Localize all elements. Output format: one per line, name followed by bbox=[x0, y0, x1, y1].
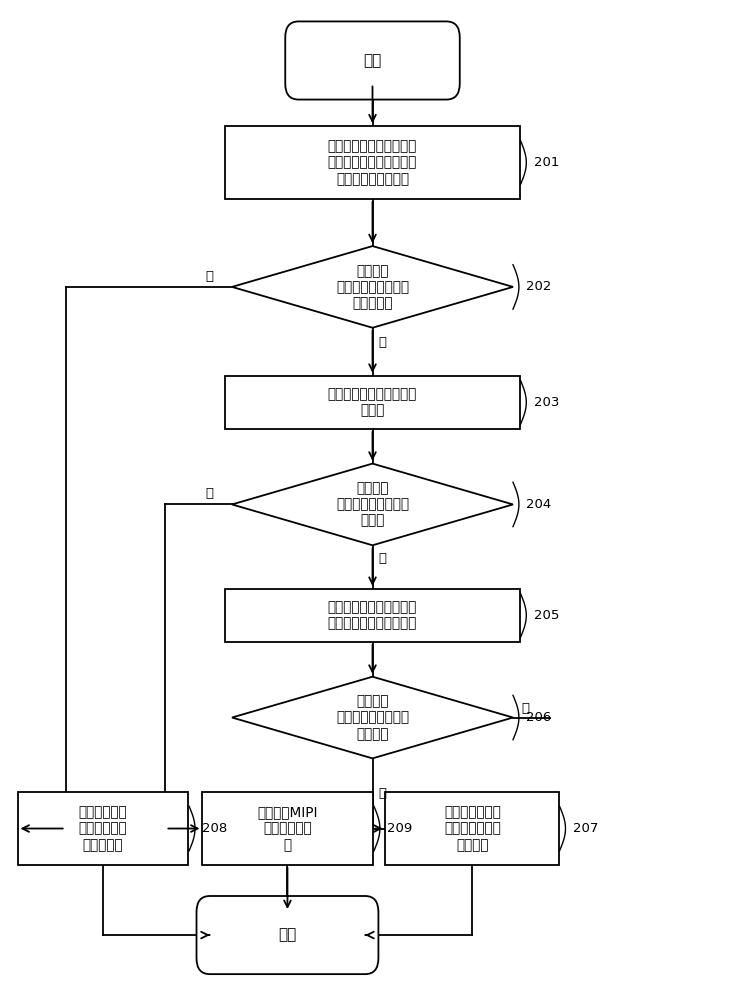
FancyBboxPatch shape bbox=[197, 896, 378, 974]
Text: 处理器判
断是否接收到摄像头
反馈的数据: 处理器判 断是否接收到摄像头 反馈的数据 bbox=[336, 264, 409, 310]
Polygon shape bbox=[232, 464, 513, 545]
Text: 201: 201 bbox=[533, 156, 559, 169]
Bar bbox=[224, 589, 521, 642]
Polygon shape bbox=[232, 246, 513, 328]
Text: 是: 是 bbox=[378, 787, 387, 800]
Text: 否: 否 bbox=[206, 487, 214, 500]
Text: 结束: 结束 bbox=[279, 928, 297, 943]
Text: 开始: 开始 bbox=[364, 53, 381, 68]
Text: 是: 是 bbox=[378, 336, 387, 349]
Text: 至少指示MIPI
信号线发生异
常: 至少指示MIPI 信号线发生异 常 bbox=[257, 805, 317, 852]
Text: 处理器根据接收的数据生
成图片: 处理器根据接收的数据生 成图片 bbox=[328, 387, 417, 417]
Text: 204: 204 bbox=[526, 498, 551, 511]
Text: 206: 206 bbox=[526, 711, 551, 724]
Text: 208: 208 bbox=[203, 822, 228, 835]
Text: 209: 209 bbox=[387, 822, 413, 835]
Text: 处理器判
断上述误差是否超出
预设范围: 处理器判 断上述误差是否超出 预设范围 bbox=[336, 694, 409, 741]
FancyBboxPatch shape bbox=[285, 21, 460, 100]
Bar bbox=[385, 792, 559, 865]
Text: 至少指示摄像
头的第二类硬
件电路异常: 至少指示摄像 头的第二类硬 件电路异常 bbox=[78, 805, 127, 852]
Text: 处理器至少指示
电路板处理电路
功能异常: 处理器至少指示 电路板处理电路 功能异常 bbox=[444, 805, 501, 852]
Text: 否: 否 bbox=[206, 270, 214, 283]
Text: 否: 否 bbox=[522, 702, 530, 715]
Polygon shape bbox=[232, 677, 513, 758]
Text: 电路板上的处理器向带有
彩条图发生器的摄像头发
送获取彩条图的指令: 电路板上的处理器向带有 彩条图发生器的摄像头发 送获取彩条图的指令 bbox=[328, 139, 417, 186]
Text: 是: 是 bbox=[378, 552, 387, 565]
Bar bbox=[203, 792, 372, 865]
Bar bbox=[18, 792, 188, 865]
Text: 205: 205 bbox=[533, 609, 559, 622]
Text: 202: 202 bbox=[526, 280, 552, 293]
Bar bbox=[224, 126, 521, 199]
Text: 处理器判
断生成的图片是否是
彩条图: 处理器判 断生成的图片是否是 彩条图 bbox=[336, 481, 409, 528]
Text: 处理器计算彩条图和预存
的标准彩条图之间的误差: 处理器计算彩条图和预存 的标准彩条图之间的误差 bbox=[328, 600, 417, 631]
Text: 207: 207 bbox=[573, 822, 598, 835]
Text: 203: 203 bbox=[533, 396, 559, 409]
Bar bbox=[224, 376, 521, 429]
